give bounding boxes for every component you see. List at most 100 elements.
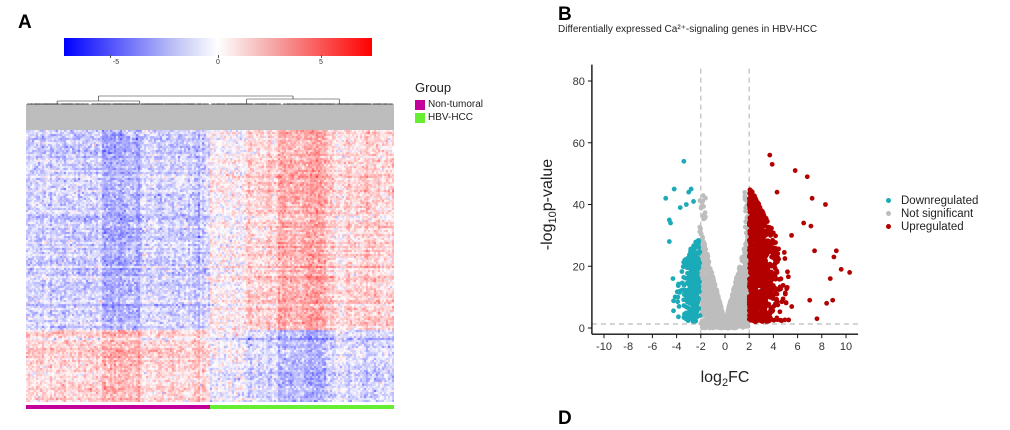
point-upregulated [761, 314, 767, 320]
point-upregulated [838, 266, 844, 272]
point-upregulated [767, 224, 772, 230]
point-not-significant [710, 301, 716, 307]
point-not-significant [738, 285, 744, 291]
legend-label: Upregulated [901, 220, 964, 233]
point-upregulated [768, 231, 774, 237]
point-upregulated [747, 265, 753, 271]
point-not-significant [710, 287, 716, 293]
point-upregulated [772, 285, 778, 291]
colorbar-tick-label: -5 [112, 59, 120, 66]
x-tick-label: -10 [596, 341, 612, 353]
volcano-legend: Downregulated Not significant Upregulate… [884, 194, 978, 233]
point-downregulated [692, 261, 698, 267]
point-upregulated [769, 161, 775, 167]
legend-label: Downregulated [901, 194, 979, 207]
point-upregulated [766, 301, 772, 307]
point-downregulated [683, 202, 689, 207]
point-not-significant [702, 263, 708, 269]
point-downregulated [686, 293, 692, 299]
point-downregulated [668, 220, 673, 226]
point-upregulated [824, 300, 830, 306]
point-downregulated [670, 276, 676, 281]
point-downregulated [681, 274, 687, 280]
point-upregulated [747, 261, 753, 267]
point-upregulated [758, 273, 763, 279]
point-downregulated [677, 288, 683, 294]
point-upregulated [757, 318, 763, 324]
point-not-significant [730, 325, 736, 331]
point-upregulated [785, 274, 791, 280]
y-tick-label: 20 [573, 261, 585, 273]
y-axis-label: -log10p-value [539, 159, 559, 251]
group-bar-non-tumoral [26, 405, 210, 409]
colorbar-tickmark [218, 55, 219, 58]
point-downregulated [679, 280, 685, 286]
point-not-significant [734, 285, 740, 291]
point-upregulated [750, 309, 756, 314]
x-tick-label: 4 [770, 341, 776, 353]
point-not-significant [732, 311, 738, 317]
point-upregulated [767, 314, 773, 320]
point-upregulated [746, 302, 752, 308]
point-not-significant [741, 268, 747, 274]
point-not-significant [704, 288, 710, 293]
point-upregulated [759, 260, 764, 265]
point-upregulated [755, 241, 761, 247]
point-downregulated [675, 294, 681, 300]
point-not-significant [707, 273, 713, 279]
colorbar-tick-label: 5 [319, 59, 323, 66]
legend-dot [886, 198, 891, 203]
point-not-significant [742, 189, 748, 195]
point-upregulated [757, 296, 763, 301]
point-upregulated [748, 247, 754, 252]
point-upregulated [758, 221, 764, 227]
point-upregulated [775, 302, 781, 308]
point-downregulated [686, 189, 692, 195]
point-not-significant [705, 252, 710, 258]
x-tick-label: -8 [623, 341, 633, 353]
point-downregulated [692, 294, 698, 299]
point-downregulated [687, 286, 693, 292]
point-upregulated [761, 276, 767, 282]
point-downregulated [694, 255, 700, 261]
point-upregulated [761, 300, 766, 306]
point-upregulated [801, 220, 807, 226]
x-tick-label: 6 [795, 341, 801, 353]
point-upregulated [758, 312, 763, 318]
group-bar-hbv-hcc [210, 405, 394, 409]
point-downregulated [681, 259, 687, 265]
group-legend: Group Non-tumoral HBV-HCC [415, 80, 483, 124]
point-upregulated [792, 168, 798, 173]
point-not-significant [722, 319, 728, 324]
point-upregulated [807, 297, 813, 303]
point-not-significant [742, 194, 748, 199]
point-upregulated [756, 213, 762, 219]
point-not-significant [708, 269, 714, 275]
point-upregulated [753, 305, 759, 311]
point-upregulated [755, 300, 761, 306]
point-upregulated [830, 297, 836, 303]
point-upregulated [755, 217, 761, 223]
non-tumoral-swatch [415, 99, 425, 110]
point-upregulated [751, 222, 757, 228]
point-upregulated [759, 263, 765, 269]
point-downregulated [694, 308, 700, 314]
point-upregulated [749, 214, 754, 220]
point-upregulated [758, 290, 764, 296]
point-not-significant [742, 247, 748, 253]
point-upregulated [782, 256, 788, 261]
expression-heatmap [26, 130, 394, 402]
point-not-significant [718, 303, 723, 309]
legend-item-upregulated: Upregulated [884, 220, 978, 233]
point-upregulated [757, 270, 763, 275]
point-not-significant [736, 277, 742, 283]
chart-title: Differentially expressed Ca²⁺-signaling … [558, 24, 818, 35]
point-downregulated [690, 305, 696, 311]
point-upregulated [747, 191, 752, 196]
point-upregulated [808, 223, 814, 229]
point-upregulated [814, 316, 820, 322]
point-not-significant [706, 265, 712, 271]
point-upregulated [758, 255, 764, 261]
x-tick-label: 0 [722, 341, 728, 353]
x-tick-label: 2 [746, 341, 752, 353]
